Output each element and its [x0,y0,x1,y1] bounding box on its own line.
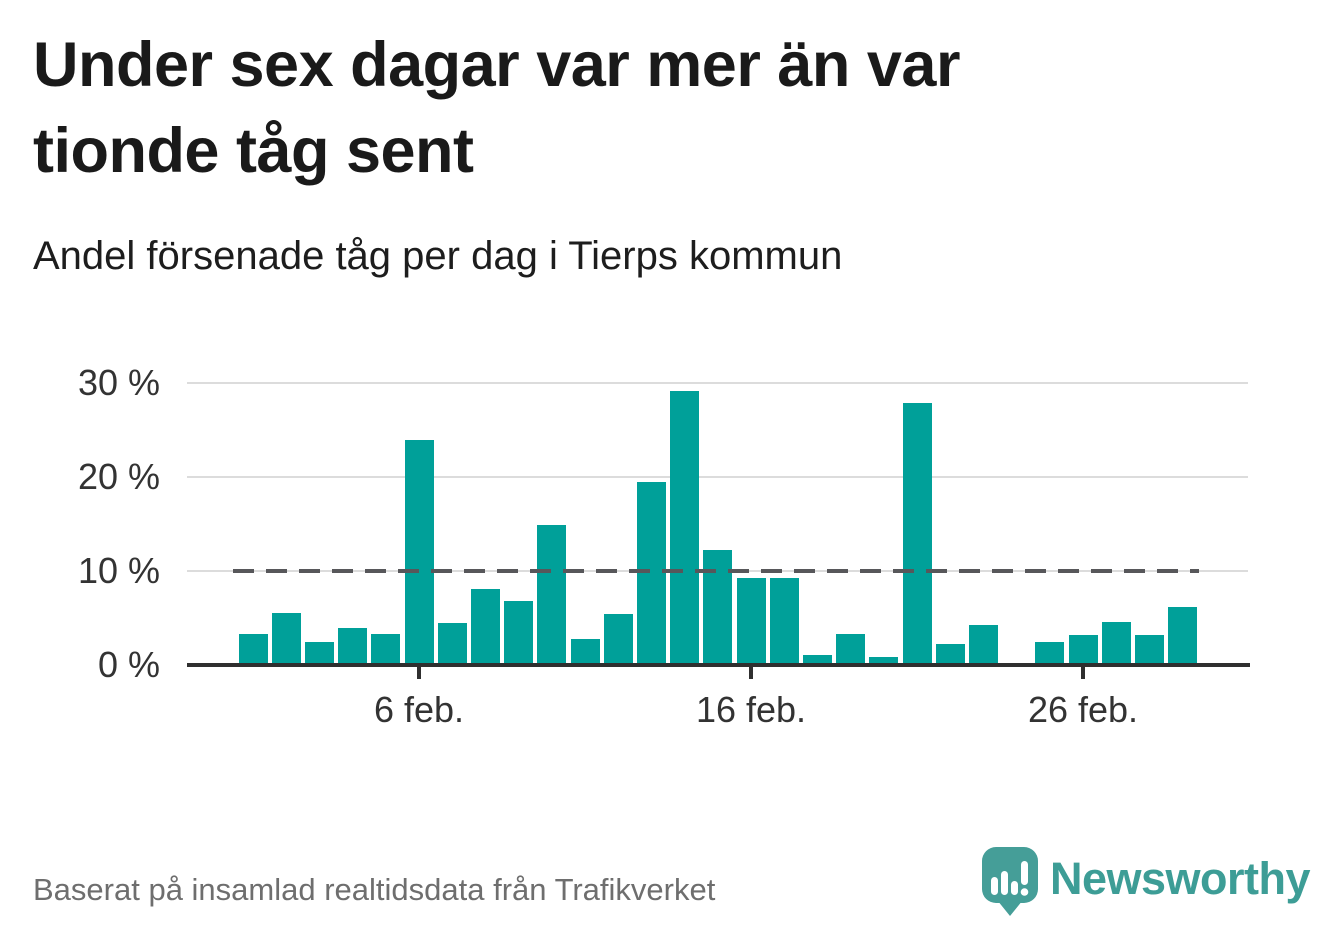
x-axis-tick [417,667,421,679]
bar [470,588,500,665]
bar [869,656,899,665]
bar [603,614,633,665]
newsworthy-wordmark: Newsworthy [1050,853,1311,904]
x-axis-label: 26 feb. [1027,689,1139,730]
bar [736,577,766,665]
bar [338,628,368,665]
bar [1068,634,1098,665]
bar [1101,621,1131,665]
plot-area: 6 feb. 16 feb. 26 feb. [187,382,1250,730]
bar [1168,606,1198,665]
page-title-line1: Under sex dagar var mer än var [33,30,961,100]
x-axis-label: 6 feb. [373,689,465,730]
x-axis-line [187,663,1250,667]
bar [1035,641,1065,665]
y-axis-label: 30 % [77,362,160,403]
bar [968,624,998,665]
bar [371,633,401,665]
bar [238,633,268,665]
chart-subtitle: Andel försenade tåg per dag i Tierps kom… [33,234,843,278]
gridline [187,476,1248,478]
newsworthy-logo-icon [982,847,1038,916]
bar [670,391,700,665]
bar [1134,634,1164,665]
page-title: Under sex dagar var mer än var tionde tåg… [33,22,961,194]
source-note: Baserat på insamlad realtidsdata från Tr… [33,872,716,907]
x-axis-label: 16 feb. [695,689,807,730]
bar [271,613,301,665]
gridline [187,382,1248,384]
x-axis-tick [749,667,753,679]
bar [935,644,965,665]
bar [636,481,666,665]
bar [504,601,534,665]
bar [404,440,434,665]
bar [703,550,733,665]
bar [902,402,932,665]
x-axis-tick [1081,667,1085,679]
y-axis-label: 0 % [97,644,160,685]
bar [437,622,467,665]
bar [769,577,799,665]
y-axis-label: 20 % [77,456,160,497]
y-axis-label: 10 % [77,550,160,591]
bar [802,654,832,665]
bar [537,524,567,665]
bar [836,633,866,665]
bar [304,642,334,665]
reference-line-10pct [233,569,1199,573]
bar [570,638,600,665]
page-title-line2: tionde tåg sent [33,116,474,186]
